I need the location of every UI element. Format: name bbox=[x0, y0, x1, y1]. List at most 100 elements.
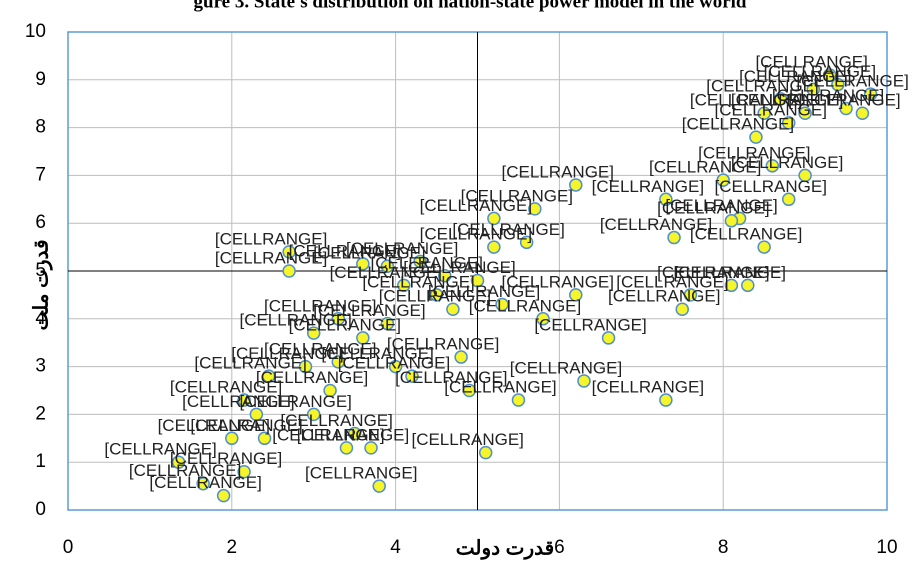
point-label: [CELLRANGE] bbox=[182, 392, 294, 411]
y-axis-title: قدرت ملت bbox=[30, 239, 53, 330]
point bbox=[196, 476, 210, 491]
point-label: [CELLRANGE] bbox=[452, 220, 564, 239]
point bbox=[249, 407, 264, 422]
point-label: [CELLRANGE] bbox=[231, 344, 343, 363]
point-label: [CELLRANGE] bbox=[170, 378, 282, 397]
point-label: [CELLRANGE] bbox=[215, 248, 327, 267]
point bbox=[225, 431, 239, 446]
point-label: [CELLRANGE] bbox=[600, 215, 712, 234]
point-label: [CELLRANGE] bbox=[239, 311, 351, 330]
point-label: [CELLRANGE] bbox=[592, 177, 704, 196]
point bbox=[388, 359, 403, 374]
point-label: [CELLRANGE] bbox=[796, 72, 908, 91]
point-label: [CELLRANGE] bbox=[510, 358, 622, 377]
point-label: [CELLRANGE] bbox=[289, 241, 401, 260]
point-label: [CELLRANGE] bbox=[731, 91, 843, 110]
point-label: [CELLRANGE] bbox=[338, 354, 450, 373]
point-label: [CELLRANGE] bbox=[534, 315, 646, 334]
point-label: [CELLRANGE] bbox=[264, 296, 376, 315]
point bbox=[757, 106, 771, 121]
point bbox=[257, 431, 272, 446]
point-label: [CELLRANGE] bbox=[379, 287, 491, 306]
point-label: [CELLRANGE] bbox=[657, 198, 769, 217]
point bbox=[331, 312, 346, 326]
point-label: [CELLRANGE] bbox=[264, 339, 376, 358]
x-axis-title: قدرت دولت bbox=[456, 537, 554, 560]
point bbox=[171, 455, 186, 469]
point bbox=[413, 254, 427, 269]
point-label: [CELLRANGE] bbox=[592, 378, 704, 397]
point bbox=[724, 214, 739, 228]
point bbox=[356, 331, 370, 345]
point-label: [CELLRANGE] bbox=[330, 263, 442, 282]
y-tick-label: 0 bbox=[35, 499, 46, 520]
point bbox=[798, 168, 812, 183]
point bbox=[397, 278, 411, 293]
point-label: [CELLRANGE] bbox=[616, 272, 728, 291]
point bbox=[323, 383, 337, 398]
point bbox=[536, 312, 550, 326]
point bbox=[749, 130, 763, 144]
point-label: [CELLRANGE] bbox=[772, 86, 884, 105]
point bbox=[659, 393, 673, 407]
point bbox=[601, 331, 616, 345]
point bbox=[470, 273, 485, 288]
point bbox=[446, 302, 460, 316]
point-label: [CELLRANGE] bbox=[158, 416, 270, 435]
point bbox=[347, 426, 362, 441]
point bbox=[261, 369, 276, 383]
y-tick-label: 10 bbox=[25, 21, 46, 42]
point bbox=[372, 479, 386, 493]
point bbox=[380, 259, 395, 273]
point bbox=[437, 269, 452, 283]
point bbox=[831, 77, 845, 92]
point bbox=[577, 374, 591, 388]
y-tick-label: 7 bbox=[35, 164, 46, 185]
point bbox=[237, 465, 251, 479]
point-label: [CELLRANGE] bbox=[420, 196, 532, 215]
point-label: [CELLRANGE] bbox=[280, 411, 392, 430]
point bbox=[741, 278, 755, 293]
point-label: [CELLRANGE] bbox=[411, 430, 523, 449]
point-label: [CELLRANGE] bbox=[272, 425, 384, 444]
point bbox=[519, 235, 534, 250]
x-tick-label: 4 bbox=[390, 537, 401, 558]
point-label: [CELLRANGE] bbox=[764, 62, 876, 81]
point bbox=[495, 297, 509, 312]
point bbox=[569, 178, 583, 192]
point bbox=[798, 106, 812, 121]
point-label: [CELLRANGE] bbox=[461, 186, 573, 205]
point-label: [CELLRANGE] bbox=[698, 143, 810, 162]
point bbox=[511, 393, 526, 407]
point bbox=[839, 101, 853, 116]
y-tick-label: 8 bbox=[35, 117, 46, 138]
point bbox=[478, 445, 493, 460]
point-label: [CELLRANGE] bbox=[395, 368, 507, 387]
x-tick-label: 0 bbox=[63, 537, 74, 558]
point-label: [CELLRANGE] bbox=[313, 244, 425, 263]
chart-title: gure 3. State's distribution on nation-s… bbox=[194, 0, 747, 12]
point-label: [CELLRANGE] bbox=[313, 301, 425, 320]
point-label: [CELLRANGE] bbox=[755, 53, 867, 72]
x-tick-label: 6 bbox=[554, 537, 565, 558]
point bbox=[339, 441, 354, 455]
point bbox=[282, 245, 296, 259]
x-tick-label: 8 bbox=[718, 537, 729, 558]
point-label: [CELLRANGE] bbox=[665, 196, 777, 215]
point bbox=[569, 288, 583, 302]
point bbox=[765, 159, 780, 173]
point-label: [CELLRANGE] bbox=[502, 272, 614, 291]
point bbox=[237, 393, 251, 407]
point bbox=[683, 288, 698, 302]
point-label: [CELLRANGE] bbox=[469, 296, 581, 315]
point bbox=[863, 87, 878, 101]
point-label: [CELLRANGE] bbox=[297, 425, 409, 444]
point-label: [CELLRANGE] bbox=[387, 335, 499, 354]
point-label: [CELLRANGE] bbox=[788, 91, 900, 110]
point bbox=[675, 302, 689, 316]
point bbox=[282, 264, 296, 278]
point-label: [CELLRANGE] bbox=[149, 473, 261, 492]
y-tick-label: 9 bbox=[35, 69, 46, 90]
point bbox=[487, 211, 501, 226]
point bbox=[298, 359, 313, 374]
